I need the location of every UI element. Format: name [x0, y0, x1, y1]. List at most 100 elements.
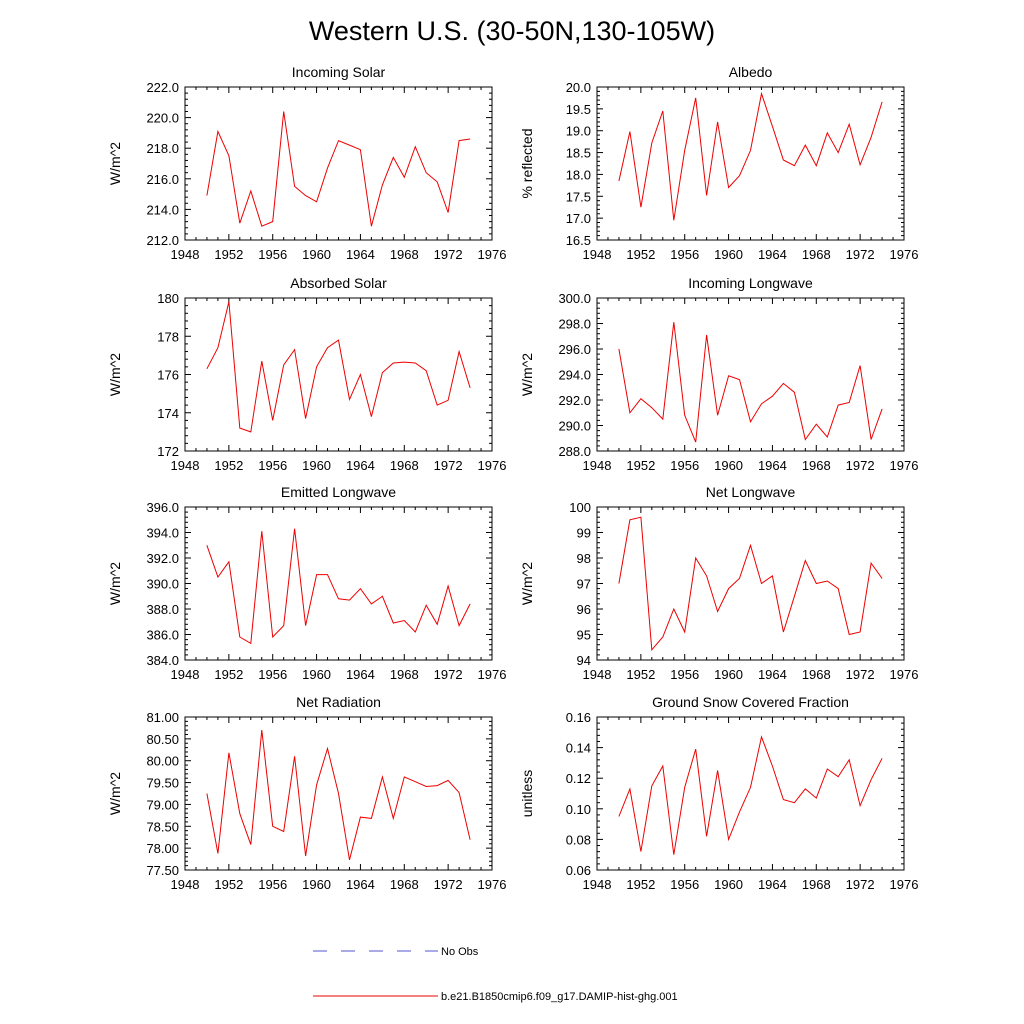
x-tick-label: 1964 [346, 877, 375, 892]
x-tick-label: 1952 [626, 247, 655, 262]
x-tick-label: 1964 [758, 458, 787, 473]
panel-title: Incoming Longwave [688, 275, 813, 291]
x-tick-label: 1976 [890, 247, 919, 262]
chart-panel-6: Net Longwave W/m^2 1948 1952 1956 1960 1964 196… [519, 484, 918, 682]
y-tick-label: 212.0 [146, 233, 179, 248]
x-tick-label: 1968 [390, 247, 419, 262]
y-tick-label: 292.0 [558, 393, 591, 408]
plot-frame [184, 506, 493, 661]
x-tick-label: 1968 [802, 247, 831, 262]
y-tick-label: 386.0 [146, 628, 179, 643]
y-tick-label: 178 [157, 329, 179, 344]
x-tick-label: 1976 [890, 877, 919, 892]
y-axis-label: unitless [519, 770, 535, 817]
y-tick-label: 96 [577, 602, 591, 617]
panel-title: Ground Snow Covered Fraction [652, 694, 849, 710]
x-tick-label: 1972 [846, 667, 875, 682]
x-tick-label: 1952 [214, 667, 243, 682]
plot-frame [596, 86, 905, 241]
y-tick-label: 396.0 [146, 500, 179, 515]
y-tick-label: 216.0 [146, 172, 179, 187]
y-tick-label: 0.16 [566, 710, 591, 725]
plot-frame [184, 86, 493, 241]
x-tick-label: 1956 [258, 458, 287, 473]
x-tick-label: 1976 [478, 458, 507, 473]
x-tick-label: 1952 [214, 247, 243, 262]
chart-panel-7: Net Radiation W/m^2 1948 1952 1956 1960 1964 19… [107, 694, 506, 892]
x-tick-label: 1972 [846, 247, 875, 262]
y-tick-label: 19.0 [566, 124, 591, 139]
y-tick-label: 390.0 [146, 577, 179, 592]
x-tick-label: 1968 [802, 667, 831, 682]
y-tick-label: 17.5 [566, 189, 591, 204]
x-tick-label: 1956 [258, 667, 287, 682]
y-tick-label: 174 [157, 406, 179, 421]
panel-title: Albedo [729, 64, 773, 80]
legend-no-obs-label: No Obs [441, 946, 479, 958]
x-tick-label: 1948 [583, 458, 612, 473]
x-tick-label: 1960 [302, 877, 331, 892]
x-tick-label: 1964 [346, 458, 375, 473]
y-tick-label: 0.06 [566, 863, 591, 878]
series-line-1 [206, 301, 471, 433]
y-tick-label: 388.0 [146, 602, 179, 617]
x-tick-label: 1972 [846, 458, 875, 473]
chart-panel-3: Absorbed Solar W/m^2 1948 1952 1956 1960 1964 1… [107, 275, 506, 473]
x-tick-label: 1960 [302, 247, 331, 262]
chart-panel-5: Emitted Longwave W/m^2 1948 1952 1956 1960 196… [107, 484, 506, 682]
series-line-1 [618, 322, 883, 443]
x-tick-label: 1964 [758, 877, 787, 892]
y-tick-label: 18.0 [566, 167, 591, 182]
y-tick-label: 80.00 [146, 754, 179, 769]
x-tick-label: 1960 [714, 458, 743, 473]
panel-title: Emitted Longwave [281, 484, 396, 500]
y-tick-label: 78.00 [146, 841, 179, 856]
legend: No Obs b.e21.B1850cmip6.f09_g17.DAMIP-hi… [313, 946, 678, 1003]
x-tick-label: 1952 [626, 667, 655, 682]
y-tick-label: 290.0 [558, 419, 591, 434]
y-tick-label: 180 [157, 291, 179, 306]
chart-panel-8: Ground Snow Covered Fraction unitless 1948… [519, 694, 918, 892]
chart-panel-1: Incoming Solar W/m^2 1948 1952 1956 1960 1964 1… [107, 64, 506, 262]
x-tick-label: 1972 [434, 458, 463, 473]
y-axis-label: W/m^2 [519, 353, 535, 396]
x-tick-label: 1976 [478, 877, 507, 892]
x-tick-label: 1960 [714, 247, 743, 262]
y-tick-label: 392.0 [146, 551, 179, 566]
x-tick-label: 1968 [802, 877, 831, 892]
y-tick-label: 0.10 [566, 802, 591, 817]
x-tick-label: 1964 [346, 667, 375, 682]
x-tick-label: 1956 [670, 667, 699, 682]
y-tick-label: 0.12 [566, 771, 591, 786]
series-line-1 [618, 735, 883, 855]
series-line-1 [618, 91, 883, 221]
x-tick-label: 1976 [890, 667, 919, 682]
y-tick-label: 81.00 [146, 710, 179, 725]
series-line-1 [206, 730, 471, 861]
x-tick-label: 1960 [302, 458, 331, 473]
x-tick-label: 1968 [802, 458, 831, 473]
x-tick-label: 1952 [626, 458, 655, 473]
plot-frame [596, 506, 905, 661]
series-line-1 [618, 516, 883, 652]
y-tick-label: 218.0 [146, 141, 179, 156]
x-tick-label: 1956 [670, 458, 699, 473]
y-tick-label: 95 [577, 628, 591, 643]
y-tick-label: 17.0 [566, 211, 591, 226]
y-tick-label: 222.0 [146, 80, 179, 95]
x-tick-label: 1948 [171, 877, 200, 892]
y-tick-label: 16.5 [566, 233, 591, 248]
x-tick-label: 1948 [171, 247, 200, 262]
panel-title: Net Longwave [706, 484, 796, 500]
series-line-1 [206, 528, 471, 645]
x-tick-label: 1964 [758, 667, 787, 682]
x-tick-label: 1956 [258, 247, 287, 262]
x-tick-label: 1948 [583, 667, 612, 682]
y-tick-label: 0.08 [566, 832, 591, 847]
y-axis-label: W/m^2 [107, 562, 123, 605]
y-tick-label: 394.0 [146, 526, 179, 541]
y-tick-label: 172 [157, 444, 179, 459]
y-axis-label: W/m^2 [519, 562, 535, 605]
y-tick-label: 94 [577, 653, 591, 668]
